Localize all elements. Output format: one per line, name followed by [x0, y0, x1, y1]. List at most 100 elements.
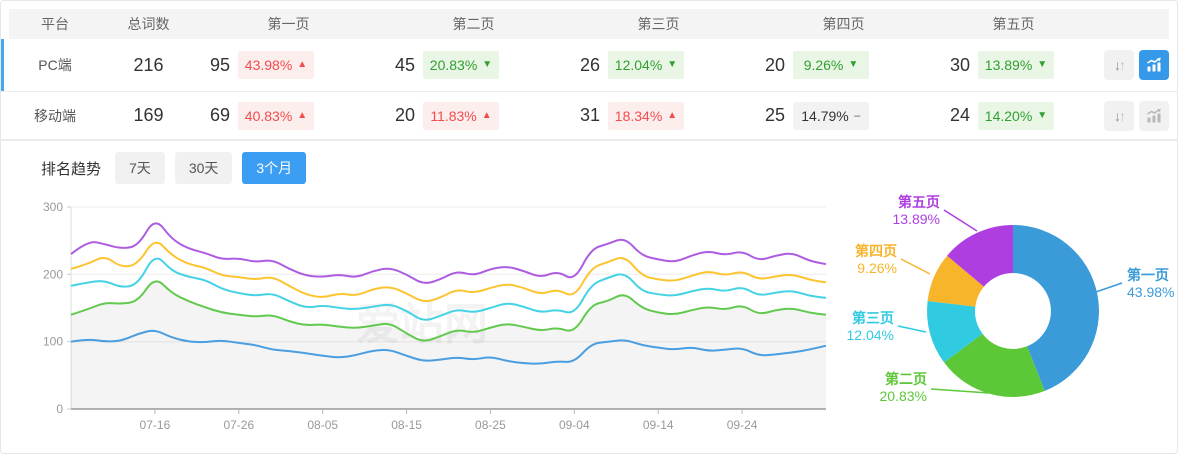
line-chart-icon	[1147, 57, 1161, 72]
slice-第二页	[944, 333, 1045, 398]
label-leader-line	[930, 388, 990, 394]
page-count: 20	[394, 105, 415, 125]
label-leader-line	[897, 325, 927, 333]
col-header-page3: 第三页	[637, 16, 680, 32]
row-actions: ↓↑	[1091, 100, 1169, 131]
chart-toggle-button[interactable]	[1139, 50, 1169, 80]
pct-badge: 12.04% ▼	[608, 51, 684, 79]
page-count: 30	[949, 54, 970, 75]
sort-button[interactable]: ↓↑	[1104, 100, 1134, 131]
sort-arrows-icon: ↓↑	[1114, 57, 1126, 73]
y-tick-label: 0	[56, 402, 63, 416]
tab-7days[interactable]: 7天	[115, 152, 165, 184]
pie-label-name: 第三页	[852, 310, 894, 326]
col-header-page5: 第五页	[992, 16, 1035, 32]
series-line-第四页	[70, 241, 827, 303]
page3-cell: 31 18.34% ▲	[566, 101, 751, 130]
tab-30days[interactable]: 30天	[174, 152, 233, 184]
pct-badge: 14.20% ▼	[978, 101, 1054, 130]
x-tick-label: 09-14	[643, 418, 674, 432]
slice-第一页	[1013, 225, 1099, 391]
total-words-value: 169	[133, 105, 164, 125]
pct-badge: 13.89% ▼	[978, 51, 1054, 79]
pct-badge: 40.83% ▲	[238, 101, 314, 130]
sort-arrows-icon: ↓↑	[1114, 107, 1126, 124]
page5-cell: 30 13.89% ▼	[936, 51, 1091, 79]
trend-arrow-icon: ▼	[482, 59, 493, 70]
page3-cell: 26 12.04% ▼	[566, 51, 751, 79]
label-leader-line	[1092, 282, 1123, 294]
col-header-platform: 平台	[41, 16, 69, 32]
page-count: 25	[764, 105, 785, 125]
pct-badge: 20.83% ▼	[423, 51, 499, 79]
table-row-mobile[interactable]: 移动端 169 69 40.83% ▲ 20 11.83% ▲ 31 18.34% ▲…	[1, 92, 1177, 140]
pie-label-pct: 12.04%	[847, 327, 894, 343]
page5-cell: 24 14.20% ▼	[936, 101, 1091, 130]
trend-arrow-icon: ▲	[667, 109, 678, 121]
selected-row-indicator	[1, 39, 4, 91]
x-tick-label: 08-25	[475, 418, 506, 432]
pie-label-pct: 20.83%	[880, 388, 927, 404]
x-tick-label: 08-05	[307, 418, 338, 432]
section-divider	[1, 140, 1177, 141]
platform-label: 移动端	[34, 107, 76, 124]
line-chart-icon	[1147, 108, 1161, 122]
trend-arrow-icon: ▼	[1037, 109, 1048, 121]
page-count: 24	[949, 105, 970, 125]
page1-cell: 95 43.98% ▲	[196, 51, 381, 79]
col-header-total: 总词数	[127, 16, 170, 32]
trend-arrow-icon: ▼	[1037, 59, 1048, 70]
page-count: 95	[209, 54, 230, 75]
pct-badge: 11.83% ▲	[423, 101, 499, 130]
pie-label-name: 第二页	[885, 371, 927, 387]
trend-arrow-icon: ▲	[481, 109, 492, 121]
pie-label-name: 第四页	[855, 243, 897, 259]
series-line-第一页	[70, 329, 827, 365]
series-line-第三页	[70, 257, 827, 321]
trend-arrow-icon: ▲	[297, 59, 308, 70]
x-tick-label: 09-04	[559, 418, 590, 432]
trend-arrow-icon: ▲	[297, 109, 308, 121]
x-tick-label: 07-26	[223, 418, 254, 432]
area-fill	[71, 281, 826, 409]
x-tick-label: 08-15	[391, 418, 422, 432]
sort-button[interactable]: ↓↑	[1104, 50, 1134, 80]
y-tick-label: 300	[43, 200, 63, 214]
pie-label-pct: 9.26%	[857, 260, 897, 276]
trend-line-chart: 0 100 200 300 07-16 07-26 08-05 08-15 08-25 09-04…	[43, 200, 827, 432]
page4-cell: 25 14.79% −	[751, 101, 936, 130]
series-line-第二页	[70, 280, 827, 342]
pie-label-pct: 13.89%	[893, 211, 940, 227]
page-count: 45	[394, 54, 415, 75]
slice-第三页	[927, 301, 983, 363]
y-tick-label: 100	[43, 335, 63, 349]
table-row-pc[interactable]: PC端 216 95 43.98% ▲ 45 20.83% ▼ 26 12.04% ▼…	[1, 39, 1177, 92]
label-leader-line	[943, 209, 978, 232]
x-tick-label: 07-16	[140, 418, 171, 432]
chart-toggle-button[interactable]	[1139, 100, 1169, 131]
trend-title: 排名趋势	[41, 160, 102, 178]
series-line-第五页	[70, 222, 827, 284]
pie-label-pct: 43.98%	[1127, 284, 1174, 300]
label-leader-line	[900, 258, 931, 275]
table-header: 平台 总词数 第一页 第二页 第三页 第四页 第五页	[9, 9, 1169, 39]
trend-arrow-icon: −	[853, 108, 861, 123]
pie-label-name: 第一页	[1127, 267, 1169, 283]
x-tick-label: 09-24	[727, 418, 758, 432]
pct-badge: 18.34% ▲	[608, 101, 684, 130]
page-count: 20	[764, 54, 785, 75]
slice-第四页	[927, 255, 984, 307]
page-count: 26	[579, 54, 600, 75]
page2-cell: 20 11.83% ▲	[381, 101, 566, 130]
y-tick-label: 200	[43, 267, 63, 281]
pct-badge: 43.98% ▲	[238, 51, 314, 79]
pie-label-name: 第五页	[898, 194, 940, 210]
col-header-page2: 第二页	[452, 16, 495, 32]
page4-cell: 20 9.26% ▼	[751, 51, 936, 79]
tab-3months[interactable]: 3个月	[242, 152, 307, 184]
pct-badge: 9.26% ▼	[793, 51, 869, 79]
col-header-page4: 第四页	[822, 16, 865, 32]
pct-badge: 14.79% −	[793, 101, 869, 130]
